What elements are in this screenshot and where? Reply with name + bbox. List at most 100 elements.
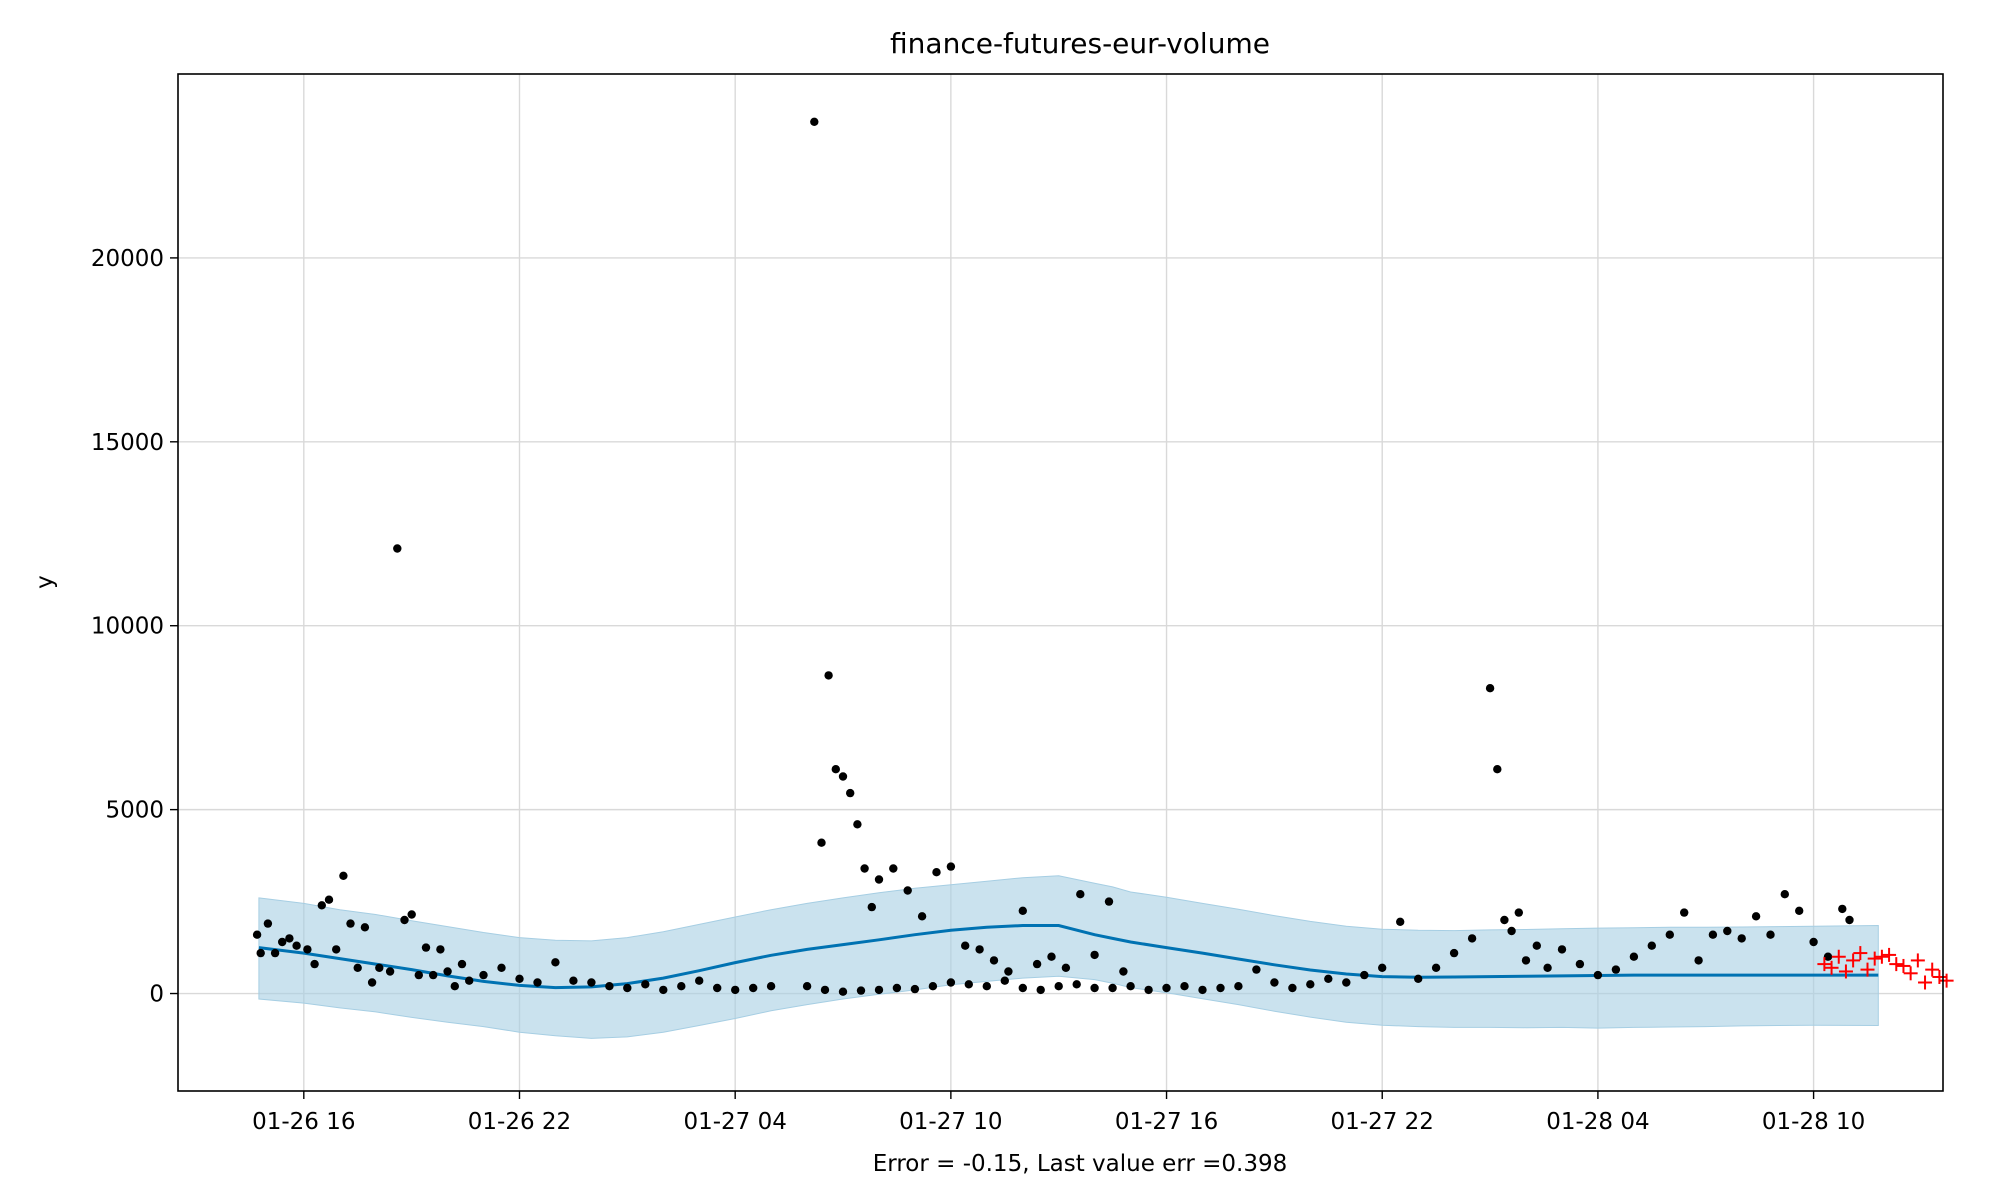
observed-point [551,958,560,967]
observed-point [810,117,819,127]
observed-point [1032,959,1042,969]
observed-point [1000,976,1009,985]
observed-point [278,937,287,947]
observed-point [928,982,938,991]
observed-points [252,117,1854,996]
y-axis-label: y [32,575,58,589]
observed-point [339,871,348,880]
observed-point [1543,963,1552,972]
x-tick-label: 01-26 16 [252,1109,355,1135]
observed-point [1751,912,1761,921]
observed-point [1119,967,1128,976]
x-tick-label: 01-27 04 [683,1109,786,1135]
observed-point [731,985,740,995]
observed-point [820,985,830,995]
x-axis-ticks: 01-26 16 01-26 22 01-27 04 01-27 10 01-27 16… [252,1091,1865,1135]
observed-point [961,941,970,950]
observed-point [1054,982,1063,991]
observed-point [1076,890,1085,899]
observed-point [353,963,362,972]
observed-point [1838,904,1847,914]
observed-point [1809,937,1818,947]
observed-point [332,945,341,954]
observed-point [964,980,973,989]
observed-point [1467,934,1477,943]
observed-point [256,948,265,958]
observed-point [1018,906,1027,915]
observed-point [749,983,758,993]
plot-frame [177,73,1944,1092]
y-tick-label: 0 [149,982,164,1008]
x-tick-label: 01-28 04 [1546,1109,1649,1135]
observed-point [1104,897,1114,906]
future-point [1925,962,1940,977]
future-point [1896,958,1911,973]
x-tick-label: 01-26 22 [468,1109,571,1135]
observed-point [860,864,869,873]
observed-point [1306,980,1315,989]
observed-point [1795,906,1804,915]
observed-point [1061,963,1071,972]
observed-point [393,544,402,553]
observed-point [375,963,384,972]
observed-point [989,956,999,965]
observed-point [1694,956,1703,965]
observed-point [1090,983,1099,993]
observed-point [932,868,941,877]
observed-point [1396,917,1405,926]
future-points [1817,946,1954,990]
observed-point [853,820,862,829]
observed-point [497,963,506,972]
observed-point [605,982,614,991]
x-axis-label: Error = -0.15, Last value err =0.398 [873,1151,1288,1177]
observed-point [1018,983,1027,993]
observed-point [867,902,876,912]
observed-point [1507,926,1516,936]
observed-point [457,959,467,969]
observed-point [695,976,704,985]
observed-point [1593,970,1603,980]
observed-point [346,919,355,928]
x-tick-label: 01-27 10 [899,1109,1002,1135]
observed-point [910,984,920,994]
y-tick-label: 5000 [105,798,164,824]
future-point [1838,964,1853,979]
future-point [1853,946,1868,961]
observed-point [975,945,984,954]
observed-point [515,974,524,983]
observed-point [1680,908,1689,917]
observed-point [1780,890,1790,899]
future-point [1860,962,1875,977]
observed-point [1532,941,1542,950]
observed-point [1557,945,1567,954]
observed-point [831,765,840,774]
observed-point [1485,684,1495,693]
observed-point [407,910,416,919]
observed-point [252,930,262,939]
observed-point [367,978,377,987]
observed-point [1521,956,1531,965]
observed-point [1180,982,1189,991]
observed-point [1004,967,1013,976]
observed-point [270,948,280,958]
future-point [1910,953,1925,968]
observed-point [713,983,722,993]
observed-point [889,864,898,873]
future-point [1817,957,1832,972]
observed-point [623,983,632,993]
observed-point [263,919,273,928]
observed-point [569,976,578,985]
observed-point [1737,934,1746,943]
observed-point [443,967,452,976]
x-tick-label: 01-27 22 [1331,1109,1434,1135]
observed-point [1234,982,1243,991]
observed-point [766,982,776,991]
x-tick-label: 01-28 10 [1762,1109,1865,1135]
observed-point [429,970,438,980]
observed-point [421,943,431,952]
observed-point [1845,915,1854,925]
observed-point [1449,948,1459,958]
observed-point [1708,930,1718,939]
chart-title: finance-futures-eur-volume [890,27,1270,60]
future-point [1918,975,1933,990]
